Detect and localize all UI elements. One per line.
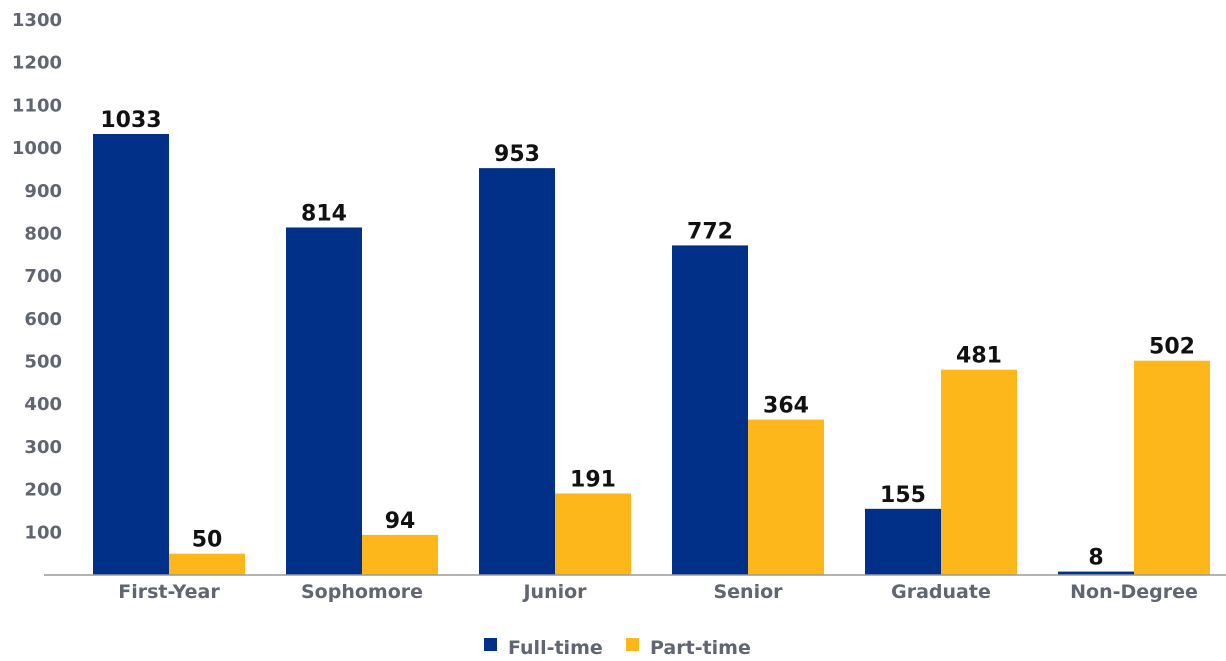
data-label: 481 [956, 344, 1002, 369]
y-tick-label: 100 [24, 522, 62, 543]
y-tick-label: 800 [24, 223, 62, 244]
x-category-label: Non-Degree [1070, 581, 1198, 603]
bar-part-time [362, 534, 438, 575]
y-tick-label: 500 [24, 352, 62, 373]
bar-full-time [286, 227, 362, 575]
bar-part-time [941, 369, 1017, 575]
x-category-label: Senior [713, 581, 783, 603]
data-label: 814 [301, 201, 347, 226]
x-category-label: Graduate [891, 581, 991, 603]
y-tick-label: 400 [24, 394, 62, 415]
bar-full-time [93, 133, 169, 575]
data-label: 50 [192, 528, 223, 553]
data-labels: 1033 50 814 94 953 191 772 364 155 481 8 502 [100, 108, 1195, 571]
bar-full-time [1058, 571, 1134, 575]
bars [93, 133, 1210, 575]
data-label: 8 [1088, 546, 1103, 571]
y-axis-tick-labels: 100 200 300 400 500 600 700 800 900 1000 1100 1200 1… [12, 10, 62, 543]
data-label: 94 [385, 509, 416, 534]
y-tick-label: 1200 [12, 53, 62, 74]
x-category-label: Junior [521, 581, 587, 603]
y-tick-label: 300 [24, 437, 62, 458]
legend-swatch [626, 638, 639, 651]
y-tick-label: 600 [24, 309, 62, 330]
data-label: 502 [1149, 335, 1195, 360]
bar-part-time [748, 419, 824, 575]
data-label: 772 [687, 219, 733, 244]
y-tick-label: 700 [24, 266, 62, 287]
data-label: 953 [494, 142, 540, 167]
bar-full-time [479, 168, 555, 575]
y-tick-label: 200 [24, 480, 62, 501]
x-category-label: First-Year [118, 581, 220, 603]
y-tick-label: 1300 [12, 10, 62, 31]
data-label: 191 [570, 467, 616, 492]
bar-part-time [1134, 360, 1210, 575]
y-tick-label: 900 [24, 181, 62, 202]
data-label: 155 [880, 483, 926, 508]
legend-swatch [484, 638, 497, 651]
data-label: 364 [763, 394, 809, 419]
x-category-label: Sophomore [301, 581, 423, 603]
y-tick-label: 1100 [12, 95, 62, 116]
data-label: 1033 [100, 108, 161, 133]
y-tick-label: 1000 [12, 138, 62, 159]
bar-part-time [555, 493, 631, 575]
bar-full-time [865, 508, 941, 575]
legend-label: Part-time [650, 637, 751, 659]
legend: Full-time Part-time [484, 637, 751, 659]
bar-part-time [169, 553, 245, 575]
bar-full-time [672, 245, 748, 575]
legend-label: Full-time [508, 637, 603, 659]
x-axis-category-labels: First-Year Sophomore Junior Senior Graduate N… [118, 581, 1198, 603]
